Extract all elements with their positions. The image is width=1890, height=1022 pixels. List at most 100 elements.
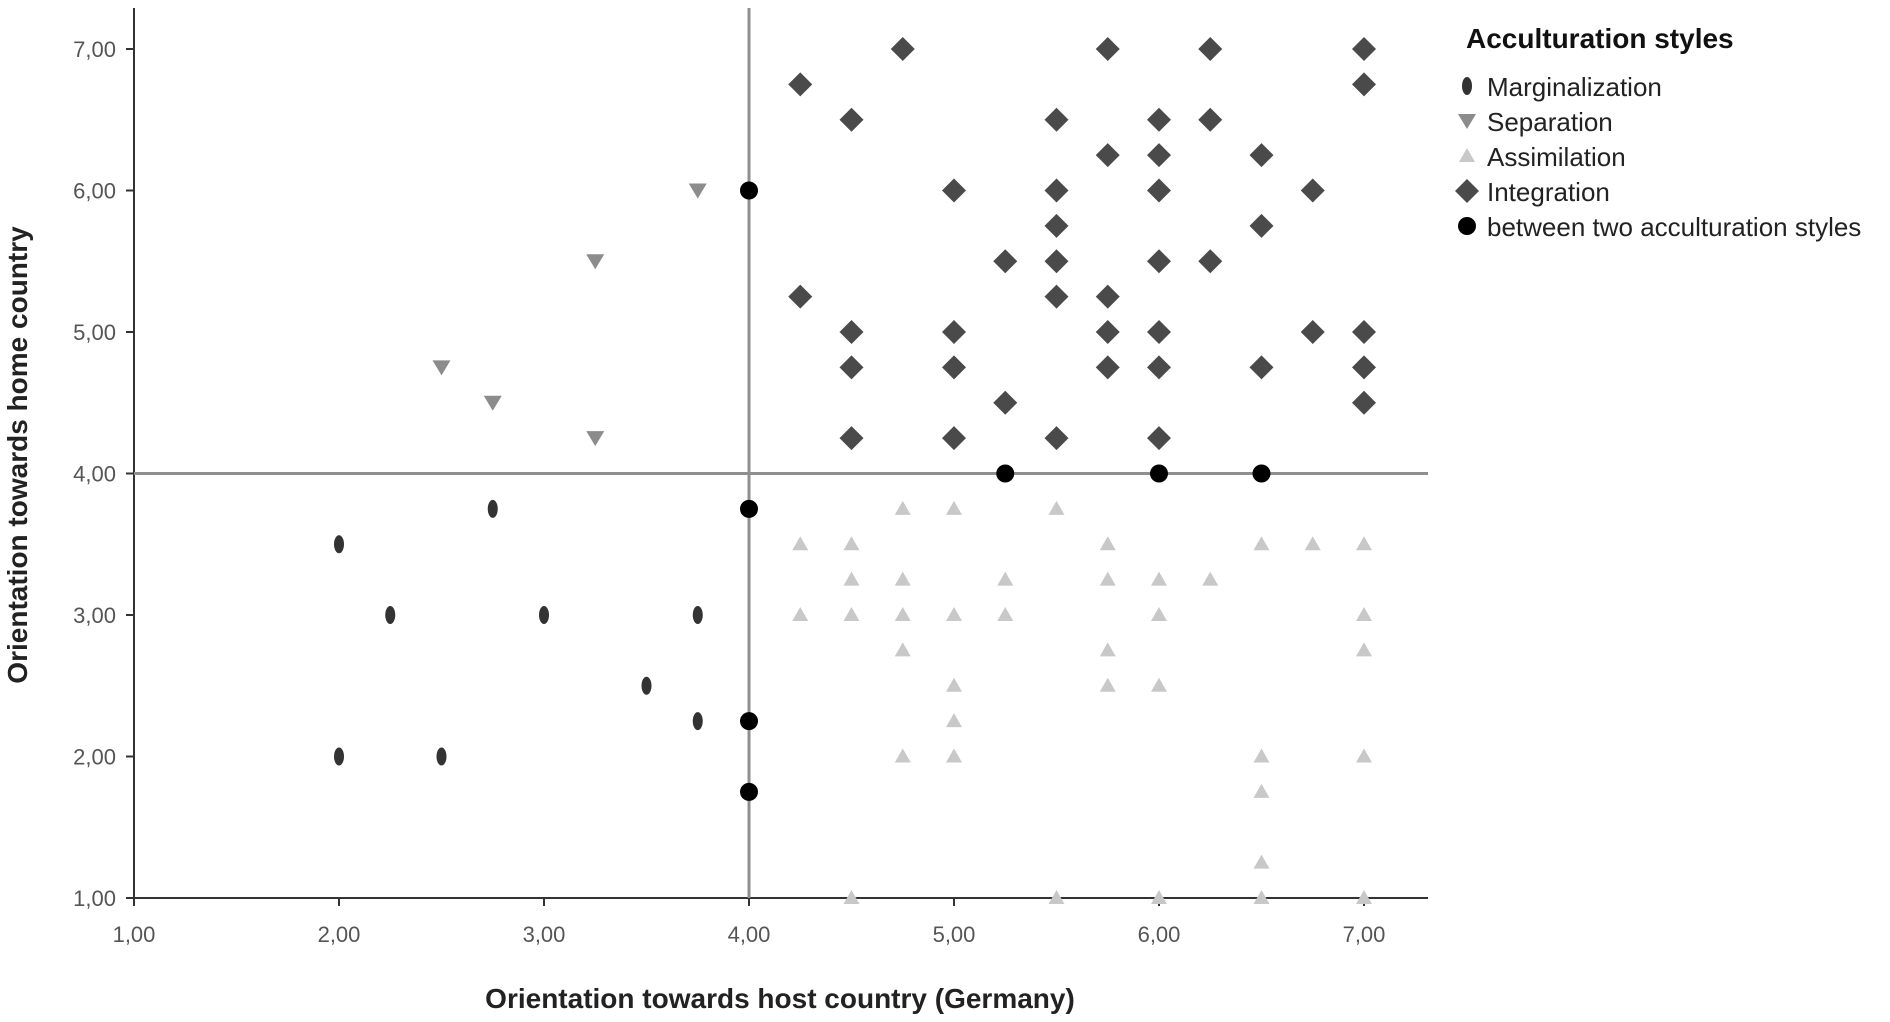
y-axis-title: Orientation towards home country — [2, 226, 33, 684]
point-integration — [1249, 143, 1274, 168]
point-integration — [1095, 143, 1120, 168]
point-separation — [586, 254, 605, 270]
point-integration — [1198, 249, 1223, 274]
point-assimilation — [1048, 500, 1065, 515]
point-separation — [483, 395, 502, 411]
point-integration — [1300, 320, 1325, 344]
x-tick-label: 5,00 — [933, 922, 976, 947]
point-assimilation — [1253, 890, 1270, 904]
point-integration — [1352, 355, 1376, 380]
legend: Acculturation styles Marginalization Sepa… — [1455, 23, 1861, 242]
reference-lines — [134, 8, 1428, 898]
point-assimilation — [1151, 607, 1167, 621]
point-assimilation — [997, 607, 1014, 621]
point-integration — [1249, 213, 1274, 238]
point-separation — [688, 183, 707, 199]
point-integration — [1095, 320, 1120, 344]
y-tick-label: 2,00 — [73, 745, 116, 770]
point-integration — [1352, 320, 1376, 344]
point-integration — [839, 355, 864, 380]
point-between-two-acculturation-styles — [740, 181, 758, 200]
point-between-two-acculturation-styles — [1150, 464, 1168, 483]
point-integration — [788, 284, 813, 309]
point-assimilation — [1099, 642, 1116, 657]
point-marginalization — [385, 606, 396, 624]
point-integration — [1044, 426, 1069, 451]
point-assimilation — [1151, 677, 1167, 692]
point-integration — [1095, 355, 1120, 380]
point-integration — [1198, 107, 1223, 132]
point-between-two-acculturation-styles — [740, 782, 758, 801]
point-assimilation — [1151, 571, 1167, 586]
point-integration — [942, 320, 966, 344]
point-assimilation — [894, 500, 911, 515]
point-assimilation — [792, 607, 809, 621]
point-assimilation — [843, 890, 860, 904]
x-tick-label: 2,00 — [318, 922, 361, 947]
point-integration — [1147, 143, 1171, 168]
y-tick-label: 7,00 — [73, 37, 116, 62]
y-tick-label: 6,00 — [73, 179, 116, 204]
x-tick-label: 7,00 — [1343, 922, 1386, 947]
point-assimilation — [894, 571, 911, 586]
legend-label-marginalization: Marginalization — [1487, 72, 1662, 102]
point-integration — [1044, 284, 1069, 309]
point-assimilation — [997, 571, 1014, 586]
point-integration — [1147, 249, 1171, 274]
point-integration — [1044, 213, 1069, 238]
legend-title: Acculturation styles — [1466, 23, 1734, 54]
point-integration — [1095, 284, 1120, 309]
point-assimilation — [1304, 536, 1321, 551]
point-marginalization — [334, 535, 344, 554]
point-integration — [1198, 37, 1223, 61]
point-integration — [1352, 37, 1376, 61]
point-marginalization — [436, 747, 447, 766]
point-assimilation — [1048, 890, 1065, 904]
point-integration — [1044, 178, 1069, 203]
point-assimilation — [1202, 571, 1219, 586]
point-integration — [1147, 178, 1171, 203]
point-assimilation — [1099, 571, 1116, 586]
y-tick-label: 4,00 — [73, 462, 116, 487]
point-assimilation — [1356, 536, 1372, 551]
point-assimilation — [1356, 642, 1372, 657]
point-integration — [942, 355, 966, 380]
point-between-two-acculturation-styles — [1252, 464, 1271, 483]
x-tick-label: 4,00 — [728, 922, 771, 947]
point-marginalization — [487, 499, 498, 518]
point-assimilation — [1253, 783, 1270, 798]
point-assimilation — [946, 677, 962, 692]
point-assimilation — [946, 607, 962, 621]
point-assimilation — [1356, 607, 1372, 621]
point-marginalization — [539, 606, 549, 624]
point-integration — [1352, 390, 1376, 415]
point-between-two-acculturation-styles — [740, 499, 758, 518]
point-integration — [1044, 107, 1069, 132]
point-assimilation — [1253, 536, 1270, 551]
legend-marker-integration — [1455, 179, 1479, 203]
point-integration — [993, 249, 1018, 274]
point-assimilation — [843, 536, 860, 551]
point-integration — [788, 72, 813, 97]
point-assimilation — [1099, 536, 1116, 551]
point-integration — [839, 320, 864, 344]
legend-label-separation: Separation — [1487, 107, 1613, 137]
legend-marker-between-two-acculturation-styles — [1458, 217, 1476, 235]
point-marginalization — [334, 747, 344, 766]
x-tick-label: 1,00 — [113, 922, 156, 947]
point-assimilation — [792, 536, 809, 551]
point-separation — [432, 360, 451, 376]
point-integration — [1095, 37, 1120, 61]
point-integration — [1147, 426, 1171, 451]
point-marginalization — [641, 676, 652, 695]
point-assimilation — [946, 713, 962, 728]
point-integration — [839, 107, 864, 132]
point-assimilation — [894, 642, 911, 657]
axes: 1,00 2,00 3,00 4,00 5,00 6,00 7,00 1,00 2,00 3,00… — [73, 8, 1428, 947]
legend-marker-marginalization — [1462, 77, 1472, 95]
point-assimilation — [1099, 677, 1116, 692]
legend-marker-assimilation — [1459, 148, 1475, 162]
point-integration — [1147, 320, 1171, 344]
legend-label-between-two-acculturation-styles: between two acculturation styles — [1487, 212, 1861, 242]
